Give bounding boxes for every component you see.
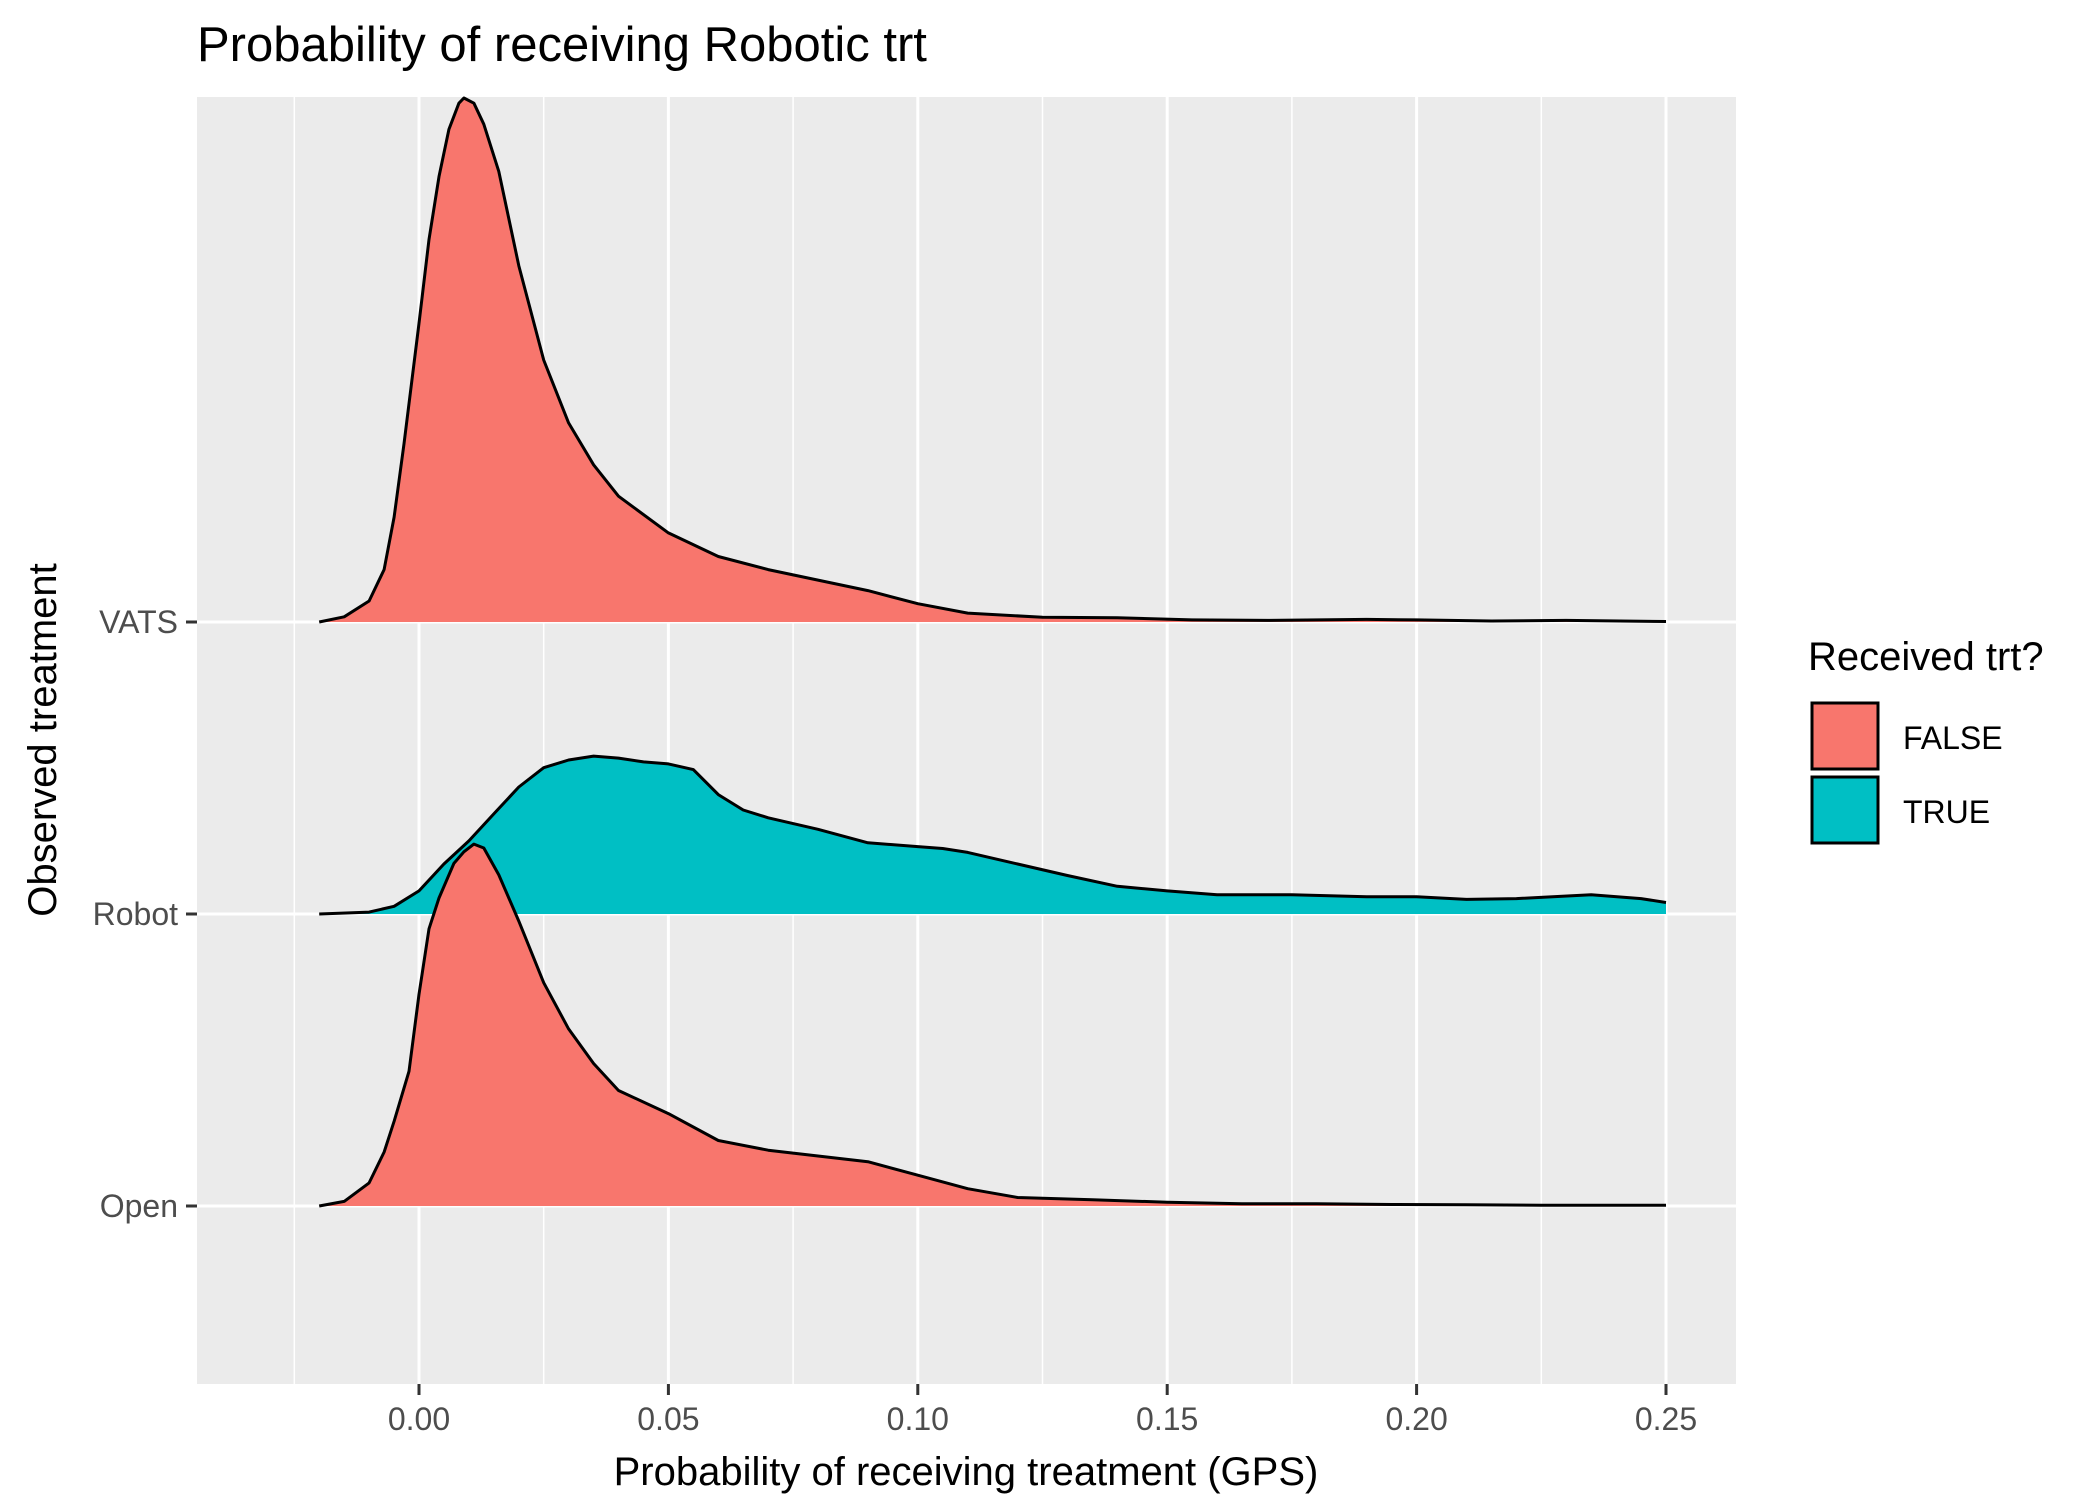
chart-title: Probability of receiving Robotic trt bbox=[197, 18, 927, 72]
x-axis: 0.00 0.05 0.10 0.15 0.20 0.25 bbox=[388, 1384, 1697, 1437]
ridge-area-vats bbox=[319, 98, 1667, 622]
x-tick-label: 0.10 bbox=[887, 1401, 949, 1437]
ridge-outline-vats bbox=[318, 96, 1667, 624]
y-tick-label: VATS bbox=[99, 604, 178, 640]
legend-label-false: FALSE bbox=[1903, 720, 2003, 756]
x-axis-title: Probability of receiving treatment (GPS) bbox=[614, 1450, 1319, 1494]
ridge-area-robot bbox=[319, 756, 1667, 914]
y-tick-label: Robot bbox=[93, 896, 179, 932]
ridge-outline-open bbox=[318, 842, 1666, 1208]
legend-key-true bbox=[1810, 775, 1880, 845]
y-axis-title: Observed treatment bbox=[21, 563, 65, 917]
x-tick-label: 0.00 bbox=[388, 1401, 450, 1437]
x-tick-label: 0.15 bbox=[1136, 1401, 1198, 1437]
x-tick-label: 0.25 bbox=[1635, 1401, 1697, 1437]
legend-key-false bbox=[1810, 701, 1880, 771]
ridges-layer bbox=[318, 96, 1667, 1208]
x-tick-label: 0.20 bbox=[1385, 1401, 1447, 1437]
ridge-outline-robot bbox=[319, 754, 1667, 916]
ridge-area-open bbox=[319, 844, 1667, 1206]
y-tick-label: Open bbox=[100, 1188, 178, 1224]
x-tick-label: 0.05 bbox=[637, 1401, 699, 1437]
legend-label-true: TRUE bbox=[1903, 794, 1990, 830]
legend: Received trt? FALSE TRUE bbox=[1808, 635, 2044, 845]
y-axis: Open Robot VATS bbox=[93, 604, 197, 1224]
legend-title: Received trt? bbox=[1808, 635, 2044, 679]
